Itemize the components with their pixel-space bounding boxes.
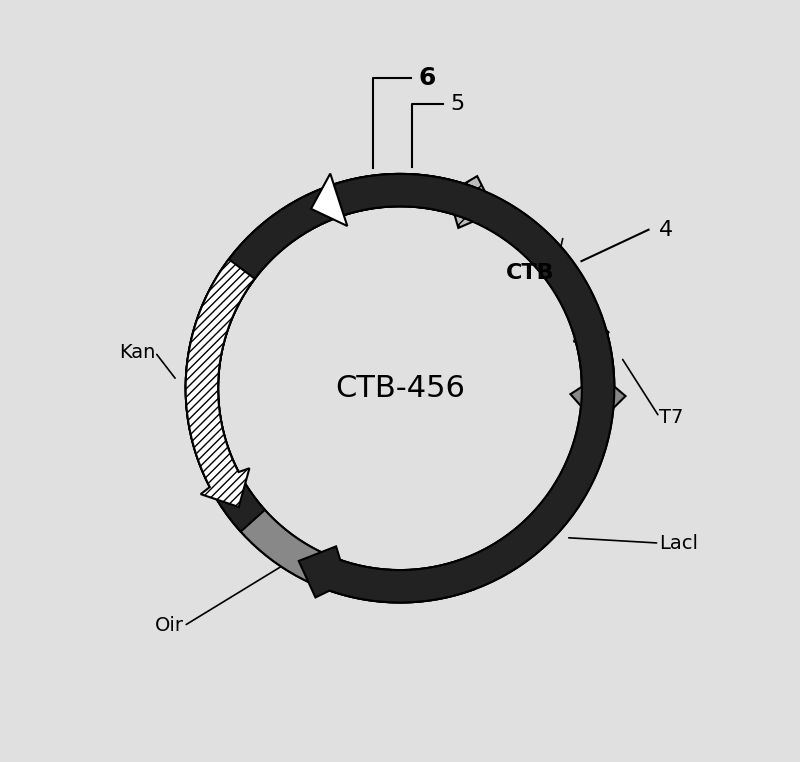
Polygon shape — [186, 259, 254, 507]
Polygon shape — [186, 174, 614, 603]
Text: 5: 5 — [450, 94, 465, 114]
Polygon shape — [186, 174, 626, 603]
Text: Oir: Oir — [155, 616, 184, 636]
Polygon shape — [311, 174, 347, 226]
Polygon shape — [390, 174, 418, 207]
Text: Lacl: Lacl — [659, 533, 698, 552]
Polygon shape — [186, 174, 614, 603]
Text: CTB: CTB — [506, 263, 555, 283]
Text: Kan: Kan — [118, 343, 155, 362]
Text: 6: 6 — [418, 66, 435, 91]
Text: T7: T7 — [659, 408, 684, 427]
Polygon shape — [415, 174, 446, 210]
Polygon shape — [334, 178, 367, 215]
Polygon shape — [439, 179, 474, 217]
Polygon shape — [362, 174, 391, 210]
Polygon shape — [190, 178, 610, 598]
Text: 4: 4 — [659, 219, 674, 240]
Text: CTB-456: CTB-456 — [335, 373, 465, 402]
